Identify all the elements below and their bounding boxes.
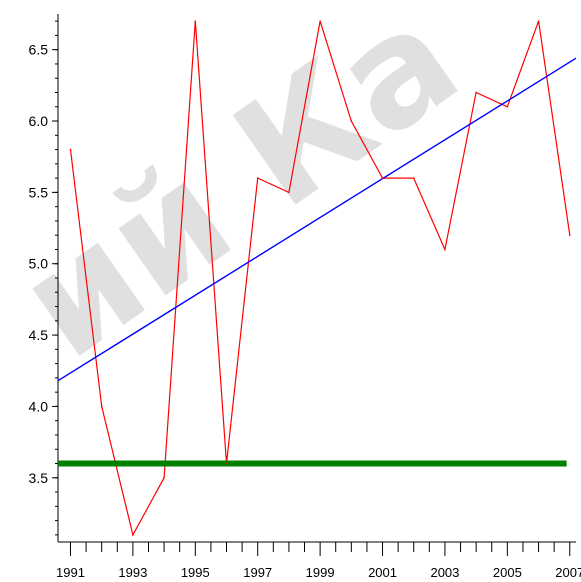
data-point <box>100 405 103 408</box>
data-point <box>319 20 321 22</box>
y-tick-label: 4.0 <box>29 398 49 414</box>
data-point <box>537 20 540 22</box>
data-point <box>163 476 165 479</box>
data-point <box>381 177 384 179</box>
x-tick-label: 1997 <box>243 565 272 580</box>
blue-trend-line <box>57 57 577 382</box>
x-tick-label: 1995 <box>181 565 210 580</box>
x-tick-label: 1991 <box>56 565 85 580</box>
y-tick-label: 6.0 <box>29 113 49 129</box>
y-tick-label: 5.0 <box>29 256 49 272</box>
x-tick-label: 1993 <box>118 565 147 580</box>
data-point <box>506 105 509 108</box>
data-point <box>132 534 134 536</box>
data-point <box>412 177 415 179</box>
x-tick-label: 2005 <box>493 565 522 580</box>
y-tick-label: 5.5 <box>29 184 49 200</box>
data-point <box>69 148 72 151</box>
y-tick-label: 3.5 <box>29 470 49 486</box>
x-tick-label: 1999 <box>306 565 335 580</box>
data-point <box>475 91 477 94</box>
data-point <box>568 234 571 236</box>
data-point <box>194 20 197 22</box>
data-point <box>288 191 290 194</box>
x-tick-label: 2001 <box>368 565 397 580</box>
y-tick-label: 6.5 <box>29 42 49 58</box>
data-point <box>225 462 228 465</box>
y-tick-label: 4.5 <box>29 327 49 343</box>
x-tick-label: 2003 <box>430 565 459 580</box>
data-point <box>256 177 259 179</box>
x-tick-label: 2007 <box>555 565 581 580</box>
data-point <box>350 120 353 122</box>
red-data-line <box>69 20 571 537</box>
data-point <box>444 248 446 251</box>
